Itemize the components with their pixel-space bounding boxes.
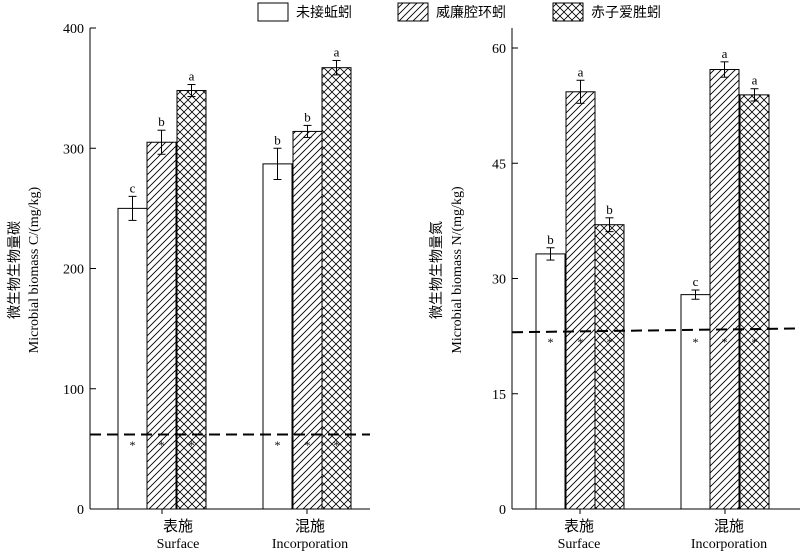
y-tick-label: 300: [63, 142, 84, 157]
legend-label-control: 未接蚯蚓: [296, 4, 352, 21]
significance-star: *: [693, 335, 699, 349]
y-axis-title-cn: 微生物生物量氮: [429, 221, 445, 319]
category-label-en: Surface: [157, 537, 200, 551]
y-tick-label: 15: [492, 388, 506, 403]
bar-williams: [292, 130, 323, 510]
significance-star: *: [578, 335, 584, 349]
legend-item-eisenia: 赤子爱胜蚓: [552, 2, 661, 22]
bar-williams: [709, 69, 740, 510]
category-label-en: Incorporation: [272, 537, 348, 551]
y-tick-label: 400: [63, 22, 84, 37]
bar-control: [117, 207, 148, 510]
significance-letter: a: [334, 44, 340, 59]
y-tick-label: 200: [63, 263, 84, 278]
y-tick-label: 100: [63, 383, 84, 398]
y-tick-label: 60: [492, 42, 506, 57]
reference-line: [511, 327, 800, 334]
significance-letter: a: [722, 46, 728, 61]
significance-star: *: [189, 438, 195, 452]
significance-letter: a: [752, 73, 758, 88]
significance-letter: b: [547, 232, 554, 247]
bar-eisenia: [739, 94, 770, 510]
y-tick-label: 45: [492, 157, 506, 172]
significance-star: *: [159, 438, 165, 452]
category-label-cn: 表施: [564, 517, 594, 535]
bar-eisenia: [321, 67, 352, 510]
y-tick-label: 30: [492, 273, 506, 288]
significance-star: *: [607, 335, 613, 349]
category-label-cn: 表施: [163, 517, 193, 535]
y-tick-label: 0: [77, 503, 84, 518]
category-label-en: Incorporation: [691, 537, 767, 551]
significance-star: *: [275, 438, 281, 452]
bar-williams: [565, 91, 596, 510]
significance-star: *: [722, 335, 728, 349]
significance-letter: b: [274, 132, 281, 147]
y-tick-label: 0: [499, 503, 506, 518]
significance-star: *: [752, 335, 758, 349]
significance-letter: a: [578, 64, 584, 79]
y-axis-title-cn: 微生物生物量碳: [7, 221, 23, 319]
significance-letter: a: [189, 69, 195, 84]
category-label-cn: 混施: [714, 517, 744, 535]
bar-control: [535, 253, 566, 510]
bar-williams: [146, 141, 177, 510]
significance-letter: b: [606, 202, 613, 217]
category-label-en: Surface: [558, 537, 601, 551]
legend: 未接蚯蚓 威廉腔环蚓 赤子爱胜蚓: [257, 2, 661, 22]
significance-letter: b: [304, 109, 311, 124]
legend-swatch-eisenia: [552, 2, 584, 22]
category-label-cn: 混施: [295, 517, 325, 535]
bar-control: [680, 294, 711, 510]
legend-item-williams: 威廉腔环蚓: [397, 2, 506, 22]
legend-label-eisenia: 赤子爱胜蚓: [591, 5, 661, 21]
legend-item-control: 未接蚯蚓: [257, 2, 352, 22]
significance-star: *: [334, 438, 340, 452]
significance-letter: c: [130, 180, 136, 195]
significance-star: *: [305, 438, 311, 452]
bar-eisenia: [594, 224, 625, 510]
legend-label-williams: 威廉腔环蚓: [436, 4, 506, 21]
legend-swatch-williams: [397, 2, 429, 22]
significance-letter: b: [158, 114, 165, 129]
bar-eisenia: [176, 90, 207, 510]
significance-star: *: [130, 438, 136, 452]
chart-nitrogen: 微生物生物量氮 Microbial biomass N/(mg/kg) b * c *…: [429, 28, 800, 551]
significance-star: *: [548, 335, 554, 349]
y-axis-title-en: Microbial biomass N/(mg/kg): [450, 186, 465, 354]
bar-control: [262, 163, 293, 510]
significance-letter: c: [693, 274, 699, 289]
y-axis-title-en: Microbial biomass C/(mg/kg): [27, 186, 42, 353]
chart-carbon: 微生物生物量碳 Microbial biomass C/(mg/kg) c * b *…: [7, 22, 370, 551]
legend-swatch-control: [257, 2, 289, 22]
